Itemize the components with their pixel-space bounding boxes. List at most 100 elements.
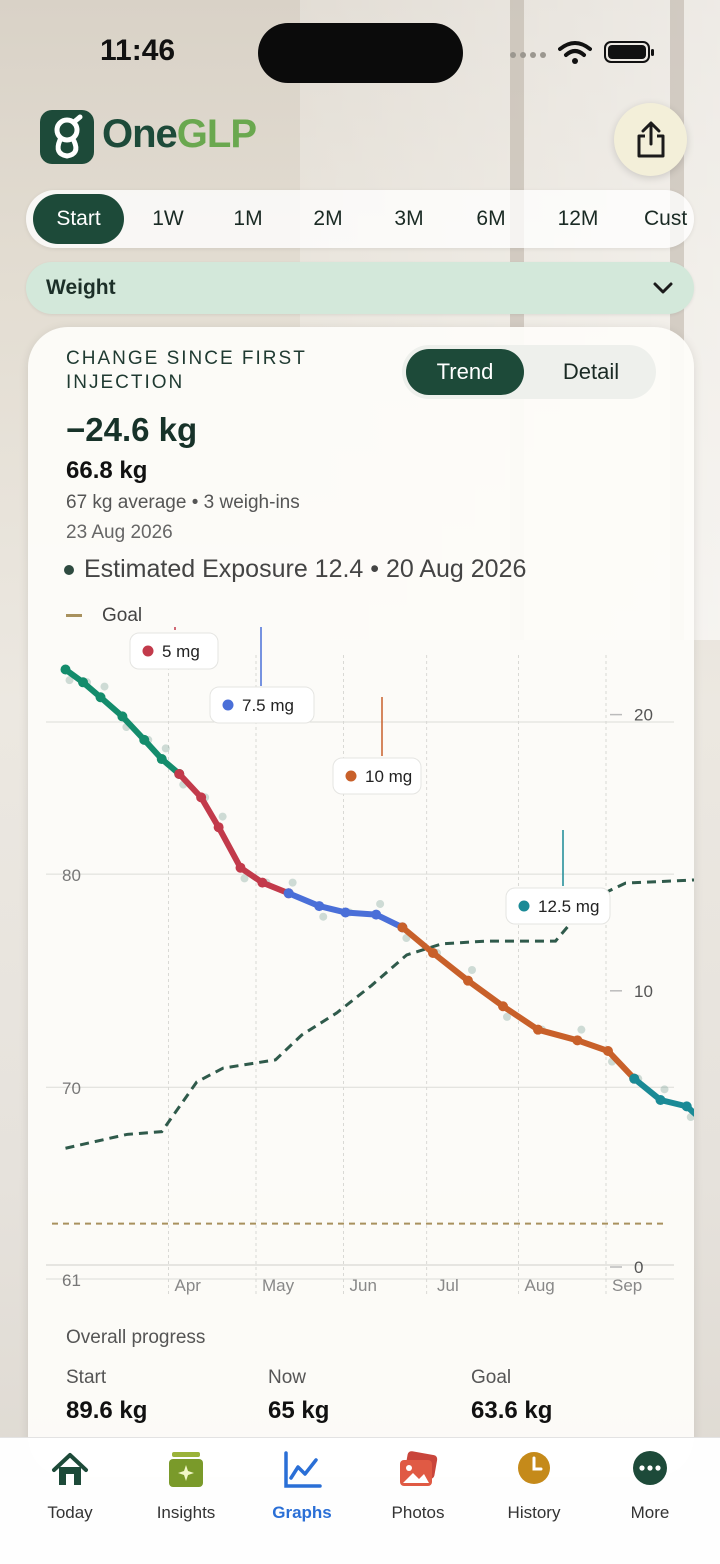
range-tab-6m[interactable]: 6M bbox=[476, 207, 506, 230]
range-tab-3m[interactable]: 3M bbox=[394, 207, 424, 230]
trend-point bbox=[196, 792, 207, 803]
raw-weigh-in-point bbox=[218, 812, 227, 821]
tab-more-label: More bbox=[630, 1503, 670, 1522]
chevron-down-icon bbox=[653, 282, 673, 294]
dose-label-pill[interactable] bbox=[209, 686, 315, 724]
dose-label-pill[interactable] bbox=[332, 757, 422, 795]
insights-card-icon bbox=[169, 1452, 203, 1487]
progress-goal-value: 63.6 kg bbox=[471, 1397, 553, 1424]
photos-icon bbox=[400, 1451, 438, 1486]
x-tick-label: Aug bbox=[525, 1276, 555, 1295]
trend-point bbox=[498, 1001, 508, 1012]
trend-point bbox=[283, 888, 294, 899]
range-tab-custom[interactable]: Cust bbox=[644, 207, 688, 230]
dose-label-text: 10 mg bbox=[365, 767, 412, 786]
goal-legend: Goal bbox=[66, 605, 142, 627]
trend-point bbox=[117, 711, 128, 722]
dose-label-text: 5 mg bbox=[162, 642, 200, 661]
progress-start-value: 89.6 kg bbox=[66, 1397, 148, 1424]
tab-today[interactable]: Today bbox=[12, 1450, 128, 1523]
raw-weigh-in-point bbox=[503, 1012, 511, 1021]
weight-stats: 67 kg average • 3 weigh-ins bbox=[66, 492, 300, 513]
progress-goal-label: Goal bbox=[471, 1367, 512, 1388]
y-right-tick-label: 10 bbox=[634, 982, 653, 1001]
tab-insights-label: Insights bbox=[156, 1503, 216, 1522]
house-icon bbox=[52, 1453, 88, 1485]
weight-chart[interactable]: 617080AprMayJunJulAugSep010202.5 mg5 mg7… bbox=[28, 627, 694, 1317]
wifi-icon bbox=[558, 41, 592, 64]
tab-more[interactable]: More bbox=[592, 1450, 708, 1523]
trend-segment bbox=[176, 770, 292, 897]
raw-weigh-in-point bbox=[319, 912, 328, 921]
trend-point bbox=[174, 768, 185, 779]
raw-weigh-in-point bbox=[65, 676, 74, 685]
x-tick-label: Apr bbox=[175, 1276, 202, 1295]
trend-point bbox=[572, 1035, 583, 1046]
y-right-tick-label: 20 bbox=[634, 706, 653, 725]
toggle-trend[interactable]: Trend bbox=[406, 349, 524, 395]
app-name-part2: GLP bbox=[176, 112, 257, 156]
trend-point bbox=[371, 909, 382, 920]
tab-graphs[interactable]: Graphs bbox=[244, 1450, 360, 1523]
dynamic-island bbox=[258, 23, 463, 83]
metric-dropdown[interactable]: Weight bbox=[26, 262, 694, 314]
dose-color-dot bbox=[222, 699, 234, 711]
range-tab-1w[interactable]: 1W bbox=[152, 207, 184, 230]
trend-point bbox=[681, 1101, 692, 1112]
card-eyebrow: CHANGE SINCE FIRST INJECTION bbox=[66, 348, 307, 393]
trend-point bbox=[95, 692, 106, 703]
line-chart-icon bbox=[284, 1451, 322, 1488]
y-left-tick-label: 61 bbox=[62, 1271, 81, 1290]
trend-segment bbox=[399, 924, 638, 1082]
range-tab-start[interactable]: Start bbox=[33, 194, 124, 244]
trend-point bbox=[60, 664, 71, 675]
tab-graphs-label: Graphs bbox=[272, 1503, 332, 1522]
trend-segment bbox=[631, 1075, 694, 1117]
raw-weigh-in-point bbox=[161, 744, 170, 753]
status-time: 11:46 bbox=[100, 34, 176, 67]
range-tab-12m[interactable]: 12M bbox=[557, 207, 599, 230]
trend-point bbox=[397, 922, 408, 933]
trend-point bbox=[156, 754, 167, 765]
app-name: OneGLP bbox=[102, 112, 257, 157]
trend-point bbox=[533, 1024, 543, 1035]
trend-point bbox=[629, 1073, 640, 1084]
trend-point bbox=[213, 822, 224, 833]
raw-weigh-in-point bbox=[288, 878, 297, 887]
dose-color-dot bbox=[518, 900, 530, 912]
dose-label-text: 12.5 mg bbox=[538, 897, 599, 916]
cellular-signal-icon bbox=[510, 52, 546, 58]
raw-weigh-in-point bbox=[240, 874, 249, 883]
clock-icon bbox=[518, 1452, 550, 1484]
range-tab-1m[interactable]: 1M bbox=[233, 207, 263, 230]
exposure-dot-icon bbox=[64, 565, 74, 576]
trend-point bbox=[78, 677, 88, 688]
trend-point bbox=[235, 862, 246, 873]
y-left-tick-label: 70 bbox=[62, 1079, 81, 1098]
range-tab-2m[interactable]: 2M bbox=[313, 207, 343, 230]
share-button[interactable] bbox=[614, 103, 687, 176]
tab-photos-label: Photos bbox=[391, 1503, 445, 1522]
trend-point bbox=[257, 877, 268, 888]
raw-weigh-in-point bbox=[100, 682, 109, 691]
dose-label-pill[interactable] bbox=[129, 632, 219, 670]
dose-color-dot bbox=[142, 645, 154, 657]
exposure-text: Estimated Exposure 12.4 • 20 Aug 2026 bbox=[84, 555, 527, 583]
tab-photos[interactable]: Photos bbox=[360, 1450, 476, 1523]
y-left-tick-label: 80 bbox=[62, 866, 81, 885]
dose-color-dot bbox=[345, 770, 357, 782]
battery-icon bbox=[604, 41, 654, 63]
progress-goal: Goal 63.6 kg bbox=[471, 1367, 552, 1425]
toggle-detail[interactable]: Detail bbox=[562, 359, 620, 384]
x-tick-label: May bbox=[262, 1276, 295, 1295]
trend-point bbox=[463, 975, 473, 986]
tab-insights[interactable]: Insights bbox=[128, 1450, 244, 1523]
progress-start-label: Start bbox=[66, 1367, 107, 1388]
weight-date: 23 Aug 2026 bbox=[66, 522, 173, 543]
progress-start: Start 89.6 kg bbox=[66, 1367, 147, 1425]
tab-history[interactable]: History bbox=[476, 1450, 592, 1523]
view-toggle: Trend Detail bbox=[402, 345, 656, 399]
dose-label-pill[interactable] bbox=[505, 887, 611, 925]
time-range-tabs: Start 1W 1M 2M 3M 6M 12M Cust bbox=[26, 190, 694, 248]
trend-point bbox=[428, 947, 438, 958]
